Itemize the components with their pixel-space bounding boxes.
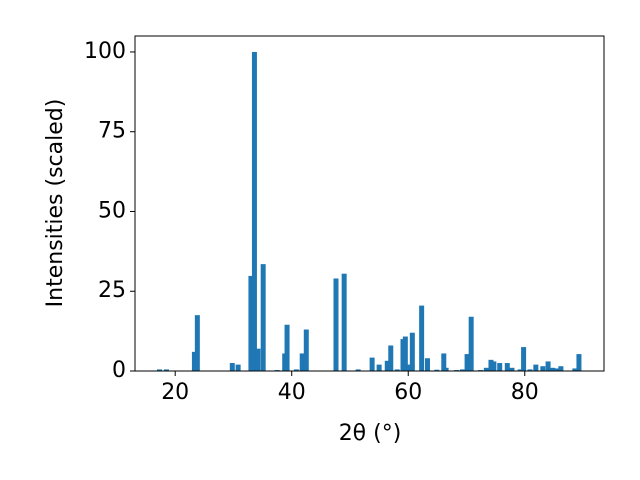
bar (550, 367, 556, 371)
bar (406, 364, 412, 371)
bar (483, 367, 489, 371)
bar (251, 51, 257, 371)
bar (464, 354, 470, 371)
bar (384, 360, 390, 371)
y-axis-label: Intensities (scaled) (43, 99, 68, 308)
bar (191, 351, 197, 371)
bar (521, 347, 527, 371)
y-tick-label: 0 (112, 358, 126, 383)
bar (434, 369, 440, 371)
x-tick-label: 40 (278, 380, 306, 405)
bar (402, 336, 408, 371)
bar (533, 364, 539, 371)
bar (443, 367, 449, 371)
bar (491, 361, 497, 371)
bar (284, 324, 290, 371)
bar (333, 278, 339, 371)
bar (341, 273, 347, 371)
bar (419, 305, 425, 371)
bar (527, 369, 533, 371)
bar (376, 364, 382, 371)
bar (235, 364, 241, 371)
bar (409, 332, 415, 371)
bar (504, 363, 510, 371)
bar (293, 369, 299, 371)
bar (388, 345, 394, 371)
bar (394, 369, 400, 371)
bar (459, 369, 465, 371)
bar (488, 359, 494, 371)
x-tick-label: 20 (161, 380, 189, 405)
bar (497, 363, 503, 371)
bar (369, 357, 375, 371)
bar (156, 369, 162, 371)
y-tick-label: 25 (98, 278, 126, 303)
plot-frame (134, 35, 605, 372)
bar (558, 366, 564, 371)
bar (229, 363, 235, 371)
bar (576, 354, 582, 371)
bar (299, 353, 305, 371)
bar (163, 369, 169, 371)
y-tick-label: 100 (84, 39, 126, 64)
bar (355, 369, 361, 371)
y-tick-label: 75 (98, 119, 126, 144)
bar (441, 353, 447, 371)
bar (468, 316, 474, 371)
bar (303, 329, 309, 371)
bar (509, 367, 515, 371)
bar (517, 369, 523, 371)
bar (260, 264, 266, 371)
x-axis-label: 2θ (°) (339, 421, 402, 446)
bar (540, 366, 546, 371)
bar (572, 368, 578, 371)
bar (553, 368, 559, 371)
bar (424, 358, 430, 371)
x-tick-label: 60 (394, 380, 422, 405)
bar (545, 361, 551, 371)
x-tick-label: 80 (511, 380, 539, 405)
bar (255, 348, 261, 371)
bar (248, 275, 254, 371)
y-tick-label: 50 (98, 198, 126, 223)
bar (194, 315, 200, 371)
